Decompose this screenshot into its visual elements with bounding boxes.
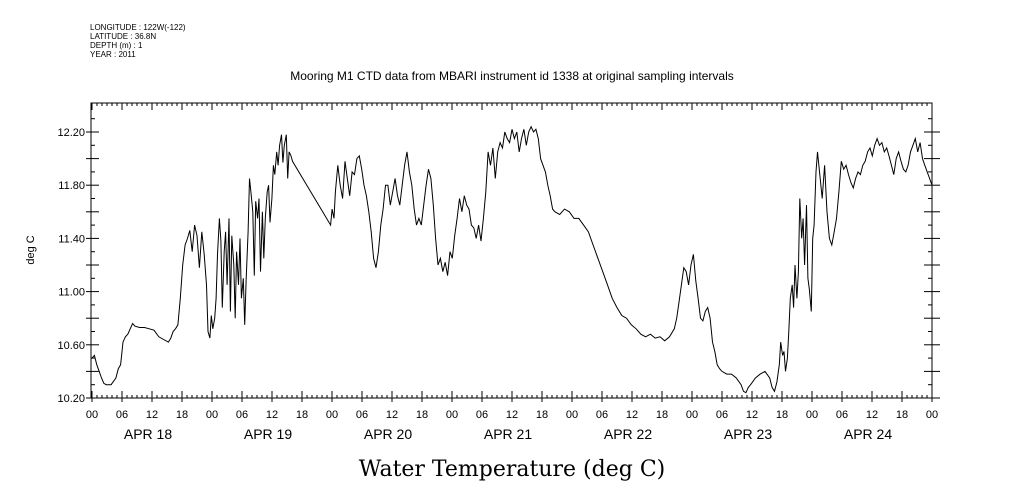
x-tick-label: 18 (416, 409, 428, 421)
x-tick-label: 18 (176, 409, 188, 421)
day-label: APR 21 (484, 426, 532, 442)
y-tick-label: 11.00 (58, 287, 85, 299)
x-tick-label: 00 (206, 409, 218, 421)
x-tick-label: 00 (86, 409, 98, 421)
x-axis-label: Water Temperature (deg C) (359, 457, 666, 482)
meta-latitude: LATITUDE : 36.8N (90, 32, 156, 41)
x-tick-label: 06 (116, 409, 128, 421)
x-tick-labels: 00 06 12 18 00 06 12 18 00 06 12 18 00 06 12 18 00 06 12 18… (86, 409, 938, 421)
day-label: APR 18 (124, 426, 172, 442)
y-axis-label: deg C (25, 235, 37, 264)
x-tick-label: 06 (836, 409, 848, 421)
x-tick-label: 18 (656, 409, 668, 421)
y-tick-label: 11.40 (58, 233, 85, 245)
metadata-block: LONGITUDE : 122W(-122) LATITUDE : 36.8N … (90, 23, 186, 59)
x-tick-label: 00 (566, 409, 578, 421)
x-tick-label: 06 (596, 409, 608, 421)
chart-title: Mooring M1 CTD data from MBARI instrumen… (290, 69, 734, 83)
x-tick-label: 12 (626, 409, 638, 421)
y-tick-labels: 10.20 10.60 11.00 11.40 11.80 12.20 (57, 127, 85, 405)
x-tick-label: 00 (446, 409, 458, 421)
x-tick-label: 00 (686, 409, 698, 421)
day-labels: APR 18 APR 19 APR 20 APR 21 APR 22 APR 23 APR … (124, 426, 892, 442)
x-tick-label: 00 (326, 409, 338, 421)
x-tick-label: 18 (536, 409, 548, 421)
day-label: APR 24 (844, 426, 892, 442)
meta-year: YEAR : 2011 (90, 50, 136, 59)
x-tick-label: 06 (476, 409, 488, 421)
day-label: APR 22 (604, 426, 652, 442)
x-tick-label: 12 (506, 409, 518, 421)
x-tick-label: 12 (386, 409, 398, 421)
x-tick-label: 18 (776, 409, 788, 421)
x-tick-label: 12 (866, 409, 878, 421)
x-tick-label: 06 (716, 409, 728, 421)
y-tick-label: 10.20 (57, 393, 85, 405)
x-tick-label: 00 (926, 409, 938, 421)
plot-frame (90, 102, 933, 399)
axis-ticks (86, 103, 940, 402)
x-tick-label: 12 (746, 409, 758, 421)
day-label: APR 19 (244, 426, 292, 442)
y-tick-label: 10.60 (57, 340, 85, 352)
x-tick-label: 18 (896, 409, 908, 421)
series-line-water-temperature (91, 125, 933, 394)
x-tick-label: 06 (356, 409, 368, 421)
y-tick-label: 11.80 (58, 180, 85, 192)
day-label: APR 23 (724, 426, 772, 442)
day-label: APR 20 (364, 426, 412, 442)
meta-longitude: LONGITUDE : 122W(-122) (90, 23, 186, 32)
meta-depth: DEPTH (m) : 1 (90, 41, 143, 50)
x-tick-label: 12 (266, 409, 278, 421)
x-tick-label: 18 (296, 409, 308, 421)
y-tick-label: 12.20 (57, 127, 85, 139)
x-tick-label: 12 (146, 409, 158, 421)
x-tick-label: 00 (806, 409, 818, 421)
x-tick-label: 06 (236, 409, 248, 421)
